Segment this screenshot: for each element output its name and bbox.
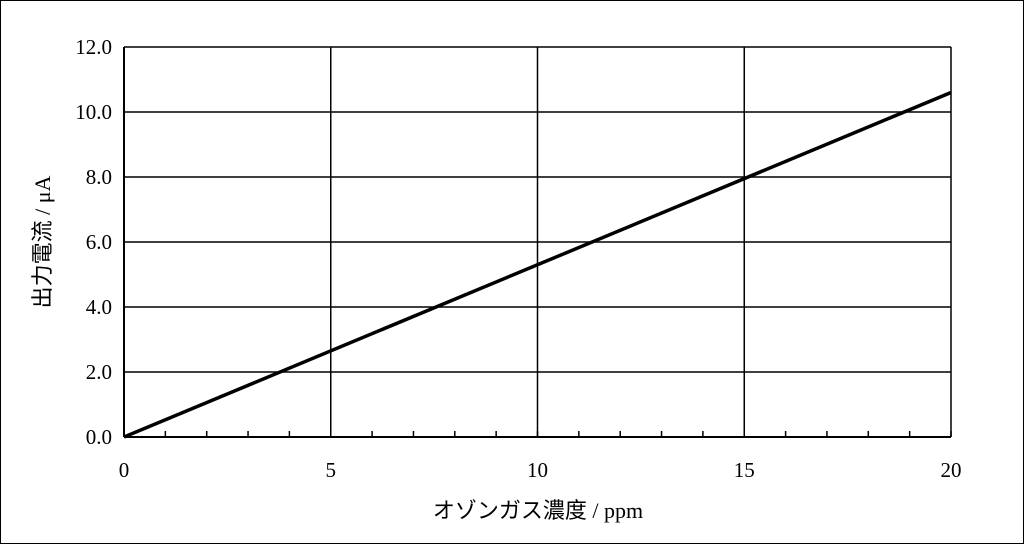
y-tick-label: 8.0 — [86, 165, 112, 189]
x-tick-label: 20 — [941, 458, 962, 482]
y-tick-label: 12.0 — [75, 35, 112, 59]
y-tick-label: 6.0 — [86, 230, 112, 254]
y-tick-label: 4.0 — [86, 295, 112, 319]
x-tick-label: 10 — [527, 458, 548, 482]
series-line — [123, 90, 952, 439]
y-axis-label: 出力電流 / μA — [30, 175, 55, 308]
x-axis-label: オゾンガス濃度 / ppm — [433, 498, 643, 523]
x-tick-label: 5 — [326, 458, 337, 482]
x-tick-label: 15 — [734, 458, 755, 482]
y-tick-label: 2.0 — [86, 360, 112, 384]
x-tick-label: 0 — [119, 458, 130, 482]
y-tick-label: 10.0 — [75, 100, 112, 124]
y-tick-label: 0.0 — [86, 425, 112, 449]
